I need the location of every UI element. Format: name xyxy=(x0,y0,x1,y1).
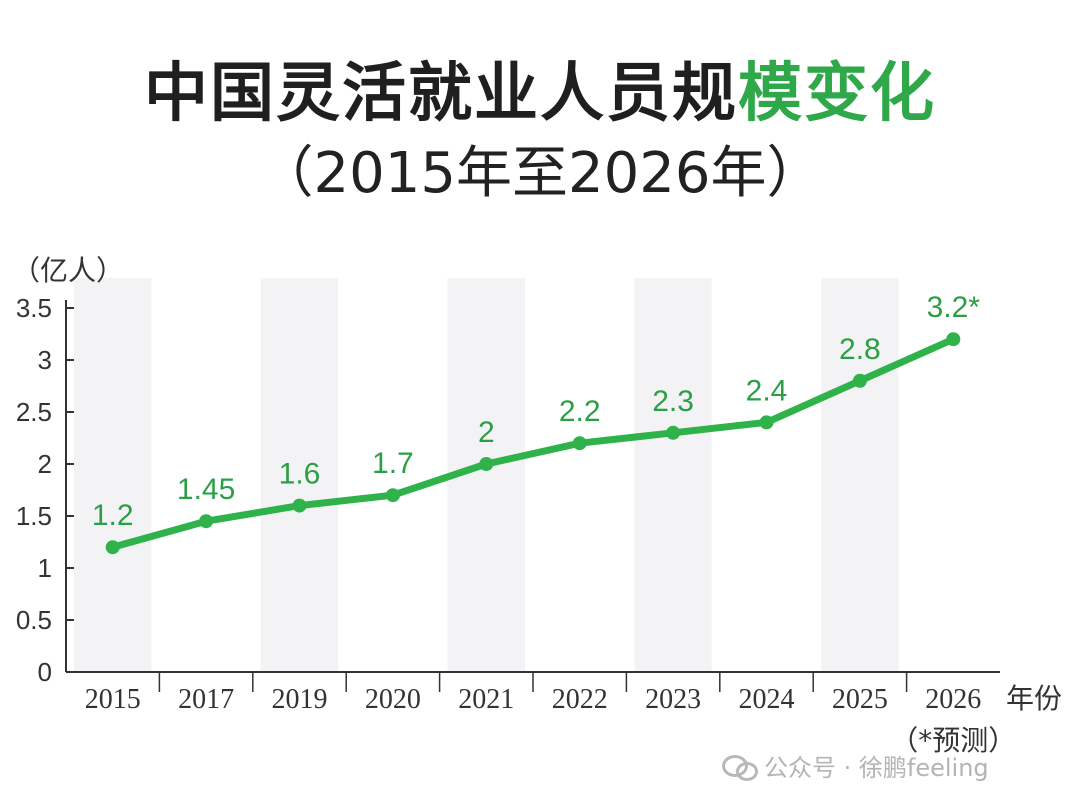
data-label: 2.2 xyxy=(559,395,601,428)
y-tick-label: 1 xyxy=(38,553,52,583)
x-tick-label: 2020 xyxy=(365,684,421,715)
x-tick-label: 2024 xyxy=(739,684,795,715)
data-point xyxy=(199,514,214,529)
data-label: 3.2* xyxy=(927,291,981,324)
y-tick-label: 0 xyxy=(38,657,52,687)
data-label: 2.8 xyxy=(839,333,881,366)
x-tick-label: 2023 xyxy=(645,684,701,715)
y-tick-label: 1.5 xyxy=(16,501,52,531)
data-point xyxy=(572,436,587,451)
chart-title: 中国灵活就业人员规模变化 xyxy=(0,42,1080,134)
x-tick-label: 2015 xyxy=(85,684,141,715)
y-tick-label: 3 xyxy=(38,345,52,375)
data-point xyxy=(759,415,774,430)
data-point xyxy=(946,332,961,347)
watermark: 公众号 · 徐鹏feeling xyxy=(722,748,989,783)
watermark-text: 公众号 · 徐鹏feeling xyxy=(764,754,989,782)
data-point xyxy=(479,457,494,471)
background-band xyxy=(74,278,152,672)
data-label: 1.7 xyxy=(372,447,414,480)
x-tick-label: 2025 xyxy=(832,684,888,715)
data-label: 1.6 xyxy=(279,458,321,491)
x-tick-label: 2022 xyxy=(552,684,608,715)
chart-title-accent: 模变化 xyxy=(738,57,936,131)
background-band xyxy=(634,278,712,672)
data-point xyxy=(852,373,867,388)
y-axis-label: （亿人） xyxy=(12,254,124,287)
x-tick-label: 2021 xyxy=(458,684,514,715)
x-tick-label: 2026 xyxy=(925,684,981,715)
data-point xyxy=(105,540,120,555)
y-tick-label: 0.5 xyxy=(16,605,52,635)
x-note: （*预测） xyxy=(890,724,1016,757)
chat-bubbles-icon xyxy=(722,753,758,781)
background-band xyxy=(821,278,899,672)
series-line xyxy=(109,335,957,551)
y-tick-label: 3.5 xyxy=(16,293,52,323)
x-tick-label: 2019 xyxy=(272,684,328,715)
x-axis-label: 年份 xyxy=(1006,682,1062,715)
chart-title-main: 中国灵活就业人员规 xyxy=(144,57,738,131)
x-tick-label: 2017 xyxy=(178,684,234,715)
y-tick-label: 2 xyxy=(38,449,52,479)
background-band xyxy=(260,278,339,672)
data-label: 2 xyxy=(478,416,495,449)
chart-subtitle: （2015年至2026年） xyxy=(257,141,823,206)
data-label: 1.2 xyxy=(92,499,134,532)
data-label: 1.45 xyxy=(177,473,235,506)
y-tick-label: 2.5 xyxy=(16,397,52,427)
data-label: 2.3 xyxy=(652,385,694,418)
data-point xyxy=(292,498,307,513)
data-label: 2.4 xyxy=(746,374,788,407)
data-point xyxy=(385,488,400,503)
data-point xyxy=(666,425,681,440)
